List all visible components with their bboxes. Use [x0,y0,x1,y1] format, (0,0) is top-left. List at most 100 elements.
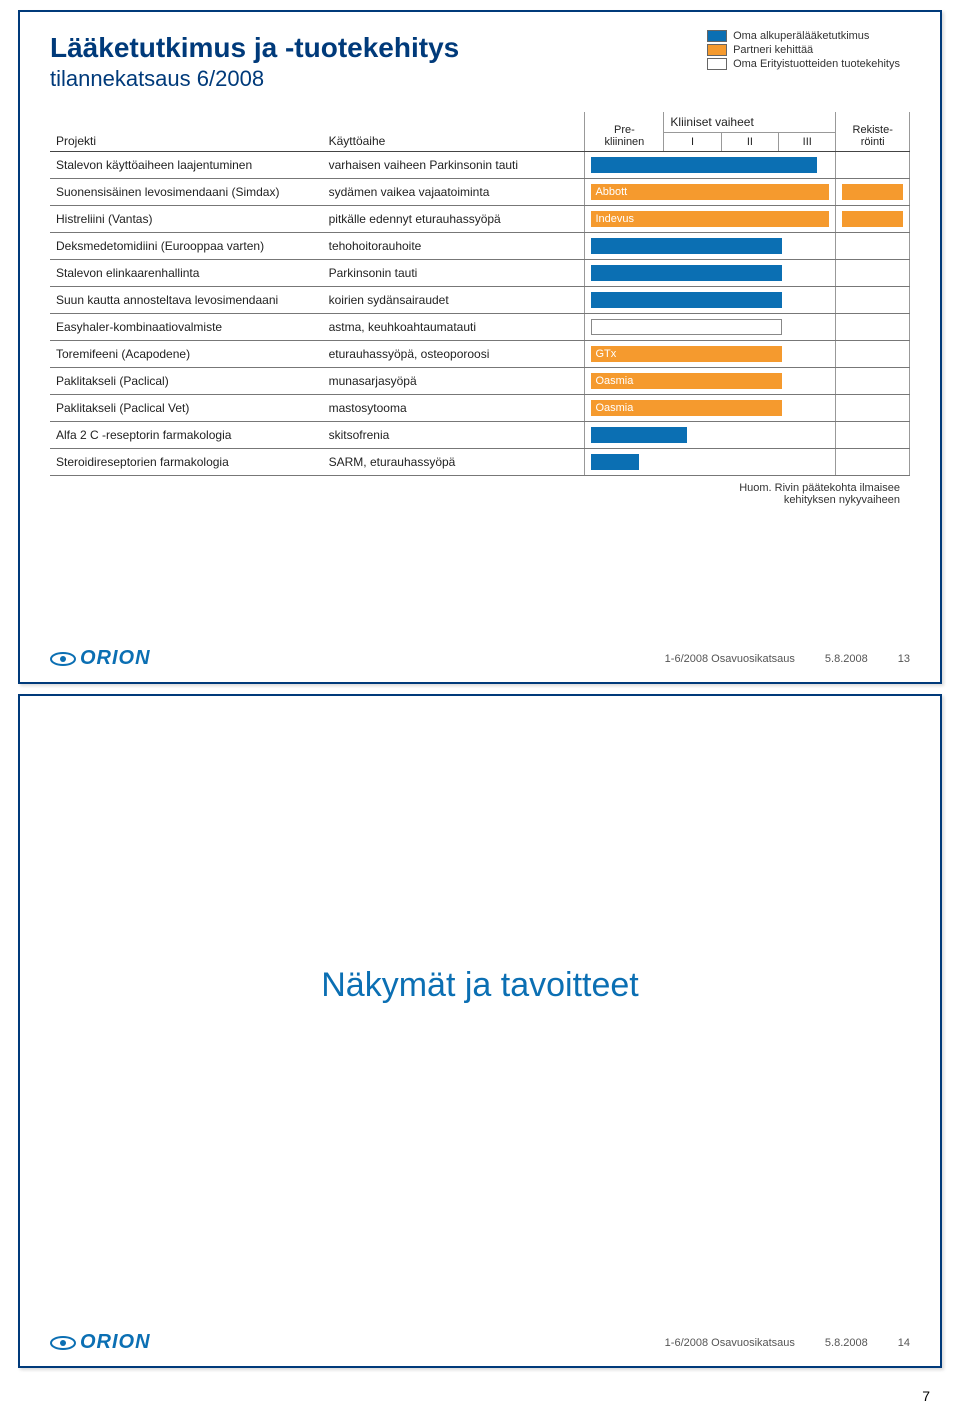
cell-registration [836,449,910,476]
table-row: Toremifeeni (Acapodene)eturauhassyöpä, o… [50,341,910,368]
bar-partner-label: Abbott [595,184,627,200]
cell-registration [836,395,910,422]
footer-date: 5.8.2008 [825,653,868,665]
table-row: Paklitakseli (Paclical Vet)mastosytooma O… [50,395,910,422]
footnote: Huom. Rivin päätekohta ilmaisee kehityks… [50,482,910,506]
cell-project: Alfa 2 C -reseptorin farmakologia [50,422,323,449]
bar-partner-label: Indevus [595,211,634,227]
logo-text: ORION [80,647,151,670]
slide-1: Lääketutkimus ja -tuotekehitys tilanneka… [18,10,942,684]
col-project: Projekti [50,112,323,152]
cell-indication: koirien sydänsairaudet [323,287,585,314]
slide-footer: ORION 1-6/2008 Osavuosikatsaus 5.8.2008 … [50,647,910,670]
cell-registration [836,260,910,287]
logo-icon [50,1334,76,1352]
phase-bar-segment [591,238,781,254]
footnote-line2: kehityksen nykyvaiheen [784,494,900,506]
table-row: Histreliini (Vantas)pitkälle edennyt etu… [50,206,910,233]
cell-phase-bar [585,314,836,341]
cell-registration [836,179,910,206]
bar-partner-label: GTx [595,346,616,362]
cell-indication: astma, keuhkoahtaumatauti [323,314,585,341]
cell-phase-bar: Indevus [585,206,836,233]
cell-phase-bar: Oasmia [585,368,836,395]
phase-bar-segment [591,346,781,362]
legend: Oma alkuperälääketutkimus Partneri kehit… [707,30,900,72]
table-row: Stalevon elinkaarenhallintaParkinsonin t… [50,260,910,287]
legend-swatch-specialty [707,58,727,70]
footer-doc: 1-6/2008 Osavuosikatsaus [665,653,795,665]
col-indication: Käyttöaihe [323,112,585,152]
phase-bar-segment [591,454,639,470]
cell-registration [836,152,910,179]
bar-partner-label: Oasmia [595,400,633,416]
logo-text: ORION [80,1331,151,1354]
cell-indication: pitkälle edennyt eturauhassyöpä [323,206,585,233]
cell-registration [836,233,910,260]
cell-project: Suun kautta annosteltava levosimendaani [50,287,323,314]
cell-phase-bar: Oasmia [585,395,836,422]
table-row: Stalevon käyttöaiheen laajentuminenvarha… [50,152,910,179]
cell-indication: munasarjasyöpä [323,368,585,395]
legend-label-partner: Partneri kehittää [733,44,813,56]
cell-indication: Parkinsonin tauti [323,260,585,287]
bar-partner-label: Oasmia [595,373,633,389]
cell-phase-bar [585,287,836,314]
cell-registration [836,422,910,449]
cell-phase-bar [585,449,836,476]
cell-project: Stalevon käyttöaiheen laajentuminen [50,152,323,179]
cell-indication: tehohoitorauhoite [323,233,585,260]
company-logo: ORION [50,647,151,670]
cell-registration [836,314,910,341]
phase-bar-segment [591,157,817,173]
cell-project: Easyhaler-kombinaatiovalmiste [50,314,323,341]
slide2-title: Näkymät ja tavoitteet [20,966,940,1005]
table-row: Steroidireseptorien farmakologiaSARM, et… [50,449,910,476]
cell-project: Toremifeeni (Acapodene) [50,341,323,368]
cell-registration [836,341,910,368]
col-phase1: I [664,133,721,152]
table-row: Suonensisäinen levosimendaani (Simdax)sy… [50,179,910,206]
company-logo: ORION [50,1331,151,1354]
cell-project: Steroidireseptorien farmakologia [50,449,323,476]
legend-swatch-partner [707,44,727,56]
cell-phase-bar [585,260,836,287]
cell-phase-bar [585,233,836,260]
table-row: Easyhaler-kombinaatiovalmisteastma, keuh… [50,314,910,341]
cell-indication: SARM, eturauhassyöpä [323,449,585,476]
footer-page: 13 [898,653,910,665]
footnote-line1: Huom. Rivin päätekohta ilmaisee [739,482,900,494]
cell-phase-bar: GTx [585,341,836,368]
legend-label-specialty: Oma Erityistuotteiden tuotekehitys [733,58,900,70]
cell-indication: varhaisen vaiheen Parkinsonin tauti [323,152,585,179]
slide-footer: ORION 1-6/2008 Osavuosikatsaus 5.8.2008 … [50,1331,910,1354]
cell-project: Suonensisäinen levosimendaani (Simdax) [50,179,323,206]
page-corner: 7 [0,1378,960,1414]
cell-phase-bar [585,422,836,449]
slide-2: Näkymät ja tavoitteet ORION 1-6/2008 Osa… [18,694,942,1368]
cell-project: Stalevon elinkaarenhallinta [50,260,323,287]
legend-label-own: Oma alkuperälääketutkimus [733,30,869,42]
phase-bar-segment [591,427,686,443]
col-clinical-group: Kliiniset vaiheet [664,112,836,133]
cell-phase-bar [585,152,836,179]
legend-swatch-own [707,30,727,42]
col-phase3: III [779,133,836,152]
table-row: Alfa 2 C -reseptorin farmakologiaskitsof… [50,422,910,449]
col-registration: Rekiste- röinti [836,112,910,152]
cell-project: Deksmedetomidiini (Eurooppaa varten) [50,233,323,260]
cell-registration [836,206,910,233]
table-row: Suun kautta annosteltava levosimendaanik… [50,287,910,314]
logo-icon [50,650,76,668]
footer-date: 5.8.2008 [825,1337,868,1349]
pipeline-table: Projekti Käyttöaihe Pre- kliininen Kliin… [50,112,910,476]
table-row: Paklitakseli (Paclical)munasarjasyöpä Oas… [50,368,910,395]
footer-doc: 1-6/2008 Osavuosikatsaus [665,1337,795,1349]
cell-project: Paklitakseli (Paclical) [50,368,323,395]
cell-phase-bar: Abbott [585,179,836,206]
cell-indication: skitsofrenia [323,422,585,449]
cell-project: Histreliini (Vantas) [50,206,323,233]
cell-project: Paklitakseli (Paclical Vet) [50,395,323,422]
cell-indication: mastosytooma [323,395,585,422]
footer-page: 14 [898,1337,910,1349]
